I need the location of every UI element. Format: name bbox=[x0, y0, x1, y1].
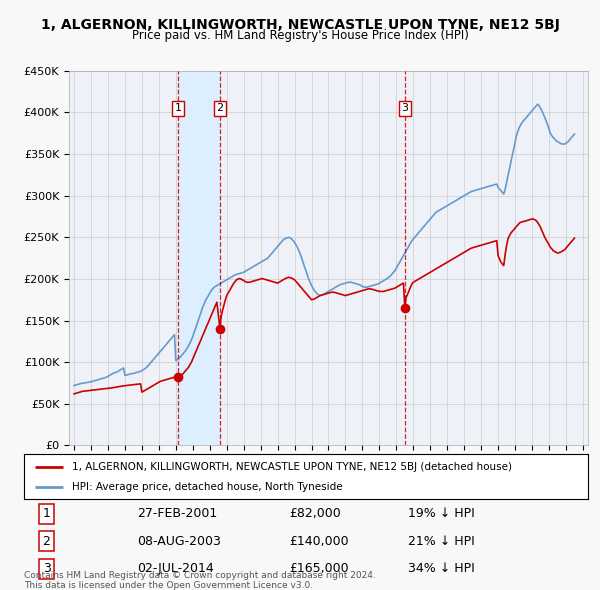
Text: 2: 2 bbox=[217, 103, 224, 113]
Text: £165,000: £165,000 bbox=[289, 562, 349, 575]
Text: 1, ALGERNON, KILLINGWORTH, NEWCASTLE UPON TYNE, NE12 5BJ (detached house): 1, ALGERNON, KILLINGWORTH, NEWCASTLE UPO… bbox=[72, 462, 512, 471]
Text: Price paid vs. HM Land Registry's House Price Index (HPI): Price paid vs. HM Land Registry's House … bbox=[131, 30, 469, 42]
Text: 3: 3 bbox=[401, 103, 409, 113]
Text: £82,000: £82,000 bbox=[289, 507, 341, 520]
Text: 1, ALGERNON, KILLINGWORTH, NEWCASTLE UPON TYNE, NE12 5BJ: 1, ALGERNON, KILLINGWORTH, NEWCASTLE UPO… bbox=[41, 18, 559, 32]
Text: 1: 1 bbox=[43, 507, 50, 520]
Text: HPI: Average price, detached house, North Tyneside: HPI: Average price, detached house, Nort… bbox=[72, 483, 343, 493]
Text: 1: 1 bbox=[175, 103, 182, 113]
Text: 08-AUG-2003: 08-AUG-2003 bbox=[137, 535, 221, 548]
Text: £140,000: £140,000 bbox=[289, 535, 349, 548]
Text: 3: 3 bbox=[43, 562, 50, 575]
Text: 19% ↓ HPI: 19% ↓ HPI bbox=[407, 507, 474, 520]
Text: 27-FEB-2001: 27-FEB-2001 bbox=[137, 507, 217, 520]
Bar bbox=[178, 71, 220, 445]
Text: 21% ↓ HPI: 21% ↓ HPI bbox=[407, 535, 474, 548]
Text: 34% ↓ HPI: 34% ↓ HPI bbox=[407, 562, 474, 575]
Text: 02-JUL-2014: 02-JUL-2014 bbox=[137, 562, 214, 575]
Text: Contains HM Land Registry data © Crown copyright and database right 2024.
This d: Contains HM Land Registry data © Crown c… bbox=[24, 571, 376, 590]
Text: 2: 2 bbox=[43, 535, 50, 548]
